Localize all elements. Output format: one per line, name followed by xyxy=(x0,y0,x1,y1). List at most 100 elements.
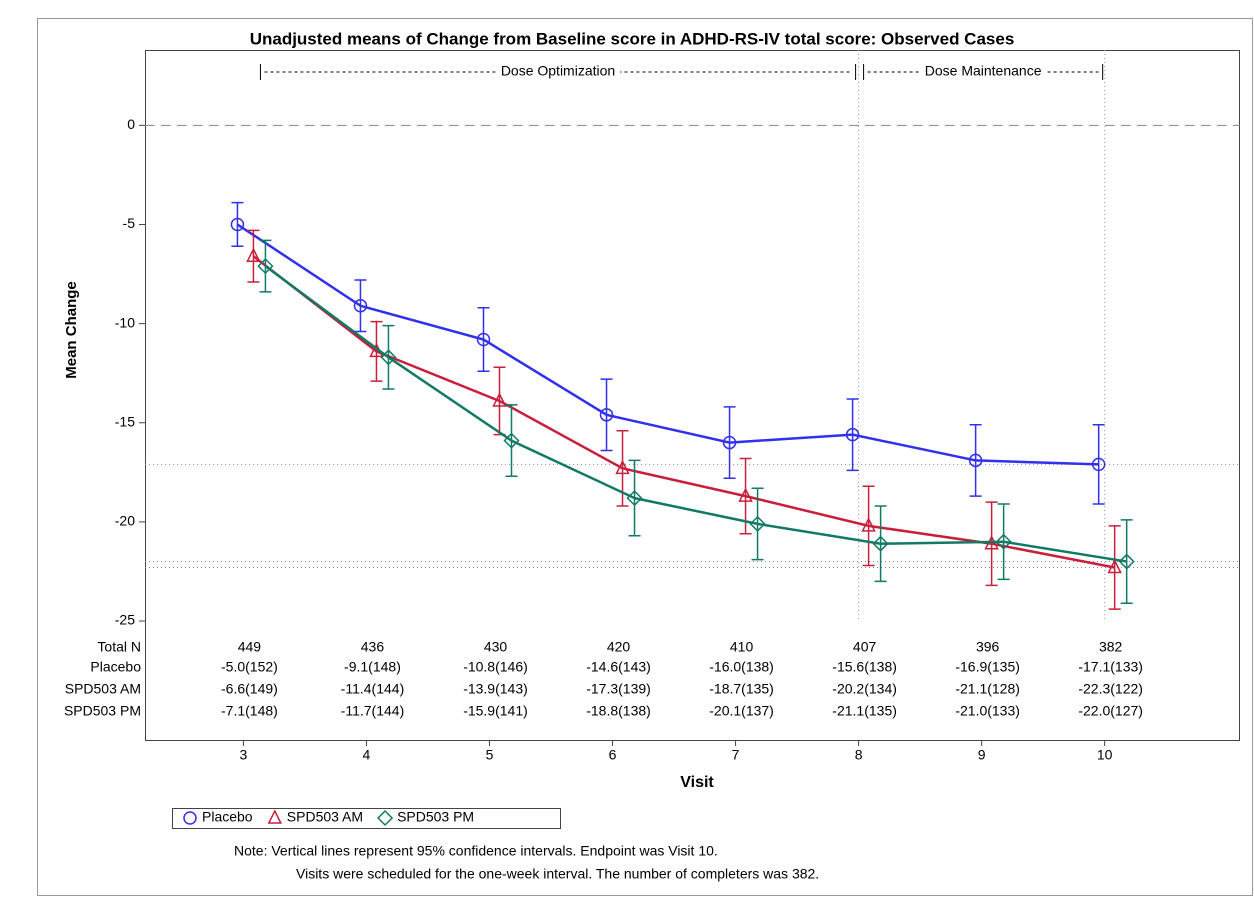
x-tick-label: 3 xyxy=(240,747,248,763)
error-bar xyxy=(354,279,367,333)
x-axis-label: Visit xyxy=(680,774,714,791)
error-bar xyxy=(846,398,859,472)
table-cell: -11.4(144) xyxy=(341,681,405,697)
table-cell: -11.7(144) xyxy=(341,703,405,719)
error-bar xyxy=(600,378,613,452)
table-cell: -16.9(135) xyxy=(955,659,1020,675)
table-cell: -6.6(149) xyxy=(221,681,278,697)
table-cell: 396 xyxy=(976,639,1000,655)
x-tick-label: 7 xyxy=(732,747,740,763)
error-bar xyxy=(862,485,875,567)
table-cell: 410 xyxy=(730,639,754,655)
data-point xyxy=(872,535,889,552)
table-cell: -21.1(128) xyxy=(955,681,1020,697)
error-bar xyxy=(370,320,383,382)
table-cell: -16.0(138) xyxy=(709,659,774,675)
data-point xyxy=(722,435,737,450)
table-cell: 407 xyxy=(853,639,877,655)
table-cell: -21.1(135) xyxy=(832,703,897,719)
table-cell: -22.3(122) xyxy=(1078,681,1143,697)
table-cell: -10.8(146) xyxy=(463,659,528,675)
table-cell: -18.8(138) xyxy=(586,703,651,719)
note: Note: Vertical lines represent 95% confi… xyxy=(234,843,718,859)
phase-label-bg xyxy=(919,62,1047,79)
data-point xyxy=(968,453,983,468)
series-line xyxy=(236,223,1099,466)
table-cell: 382 xyxy=(1099,639,1123,655)
error-bar xyxy=(477,307,490,372)
data-point xyxy=(353,299,368,313)
data-point xyxy=(845,427,860,442)
table-cell: 420 xyxy=(607,639,631,655)
error-bar xyxy=(247,229,260,283)
table-cell: -20.2(134) xyxy=(832,681,897,697)
table-cell: -9.1(148) xyxy=(344,659,401,675)
error-bar xyxy=(751,487,764,561)
data-point xyxy=(1091,457,1106,472)
error-bar xyxy=(874,505,887,583)
y-tick-label: -10 xyxy=(115,314,135,330)
data-point xyxy=(476,332,491,347)
data-point xyxy=(861,517,876,532)
x-tick-label: 8 xyxy=(855,747,863,763)
data-point xyxy=(380,349,397,366)
y-tick-label: -5 xyxy=(123,215,136,231)
y-tick-label: -25 xyxy=(115,612,135,628)
table-row-label: SPD503 AM xyxy=(65,681,141,697)
y-tick-label: -15 xyxy=(115,413,135,429)
table-cell: -15.6(138) xyxy=(832,659,897,675)
error-bar xyxy=(259,239,272,293)
data-point xyxy=(246,247,261,262)
phase-label: Dose Optimization xyxy=(501,63,615,79)
error-bar xyxy=(505,404,518,478)
table-cell: 436 xyxy=(361,639,385,655)
error-bar xyxy=(382,324,395,390)
table-cell: -18.7(135) xyxy=(709,681,774,697)
data-point xyxy=(995,533,1012,550)
legend-label: Placebo xyxy=(202,809,253,825)
data-point xyxy=(1107,558,1122,574)
legend-marker xyxy=(183,811,197,825)
error-bar xyxy=(628,459,641,537)
legend-label: SPD503 PM xyxy=(397,809,474,825)
frame xyxy=(37,18,1253,896)
table-cell: -15.9(141) xyxy=(463,703,528,719)
data-point xyxy=(615,459,630,475)
series-line xyxy=(264,265,1127,563)
error-bar xyxy=(969,423,982,497)
table-cell: -5.0(152) xyxy=(221,659,278,675)
legend-label: SPD503 AM xyxy=(287,809,363,825)
phase-label-bg xyxy=(495,62,621,79)
series-line xyxy=(252,255,1115,569)
error-bar xyxy=(723,406,736,480)
table-row-label: Placebo xyxy=(90,659,141,675)
data-point xyxy=(738,487,753,502)
table-cell: -20.1(137) xyxy=(709,703,774,719)
data-point xyxy=(257,258,274,275)
data-point xyxy=(749,515,766,532)
table-cell: -7.1(148) xyxy=(221,703,278,719)
y-axis-label: Mean Change xyxy=(63,281,80,379)
table-cell: 430 xyxy=(484,639,508,655)
table-row-label: Total N xyxy=(97,639,141,655)
table-cell: -21.0(133) xyxy=(955,703,1020,719)
table-cell: 449 xyxy=(238,639,262,655)
data-point xyxy=(492,392,507,407)
data-point xyxy=(1118,553,1135,570)
y-tick-label: 0 xyxy=(127,116,135,132)
x-tick-label: 9 xyxy=(978,747,986,763)
y-tick-label: -20 xyxy=(115,513,135,529)
error-bar xyxy=(997,503,1010,581)
data-point xyxy=(230,217,245,232)
data-point xyxy=(503,432,520,449)
error-bar xyxy=(1120,519,1133,604)
data-point xyxy=(626,490,643,507)
error-bar xyxy=(1092,423,1105,505)
table-cell: -13.9(143) xyxy=(463,681,528,697)
table-cell: -17.3(139) xyxy=(586,681,651,697)
plot-area xyxy=(145,50,1240,741)
phase-label: Dose Maintenance xyxy=(925,63,1042,79)
x-tick-label: 6 xyxy=(609,747,617,763)
error-bar xyxy=(231,201,244,248)
